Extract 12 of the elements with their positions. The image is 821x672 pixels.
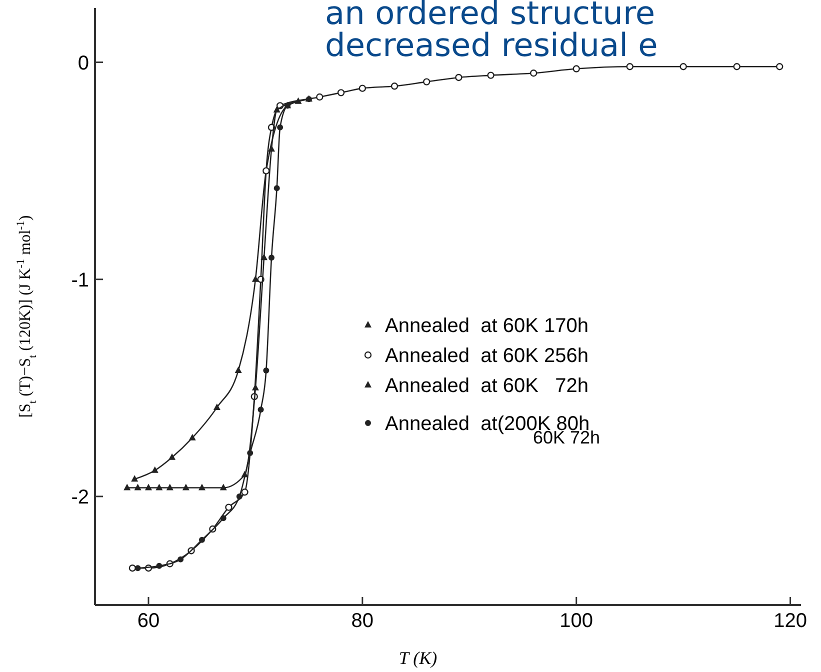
x-axis-title: T (K) bbox=[398, 648, 438, 668]
x-tick-label: 80 bbox=[351, 610, 374, 632]
legend-label: Annealed at 60K 170h bbox=[385, 315, 589, 337]
x-tick-label: 100 bbox=[560, 610, 594, 632]
x-tick-label: 120 bbox=[774, 610, 807, 632]
legend-label: Annealed at(200K 80h 60K 72h bbox=[385, 413, 600, 448]
y-tick-label: 0 bbox=[78, 52, 89, 74]
legend-label: Annealed at 60K 72h bbox=[385, 375, 588, 397]
x-tick-label: 60 bbox=[137, 610, 160, 632]
legend-label: Annealed at 60K 256h bbox=[385, 345, 589, 367]
y-tick-label: -2 bbox=[71, 486, 89, 508]
y-tick-label: -1 bbox=[71, 269, 89, 292]
